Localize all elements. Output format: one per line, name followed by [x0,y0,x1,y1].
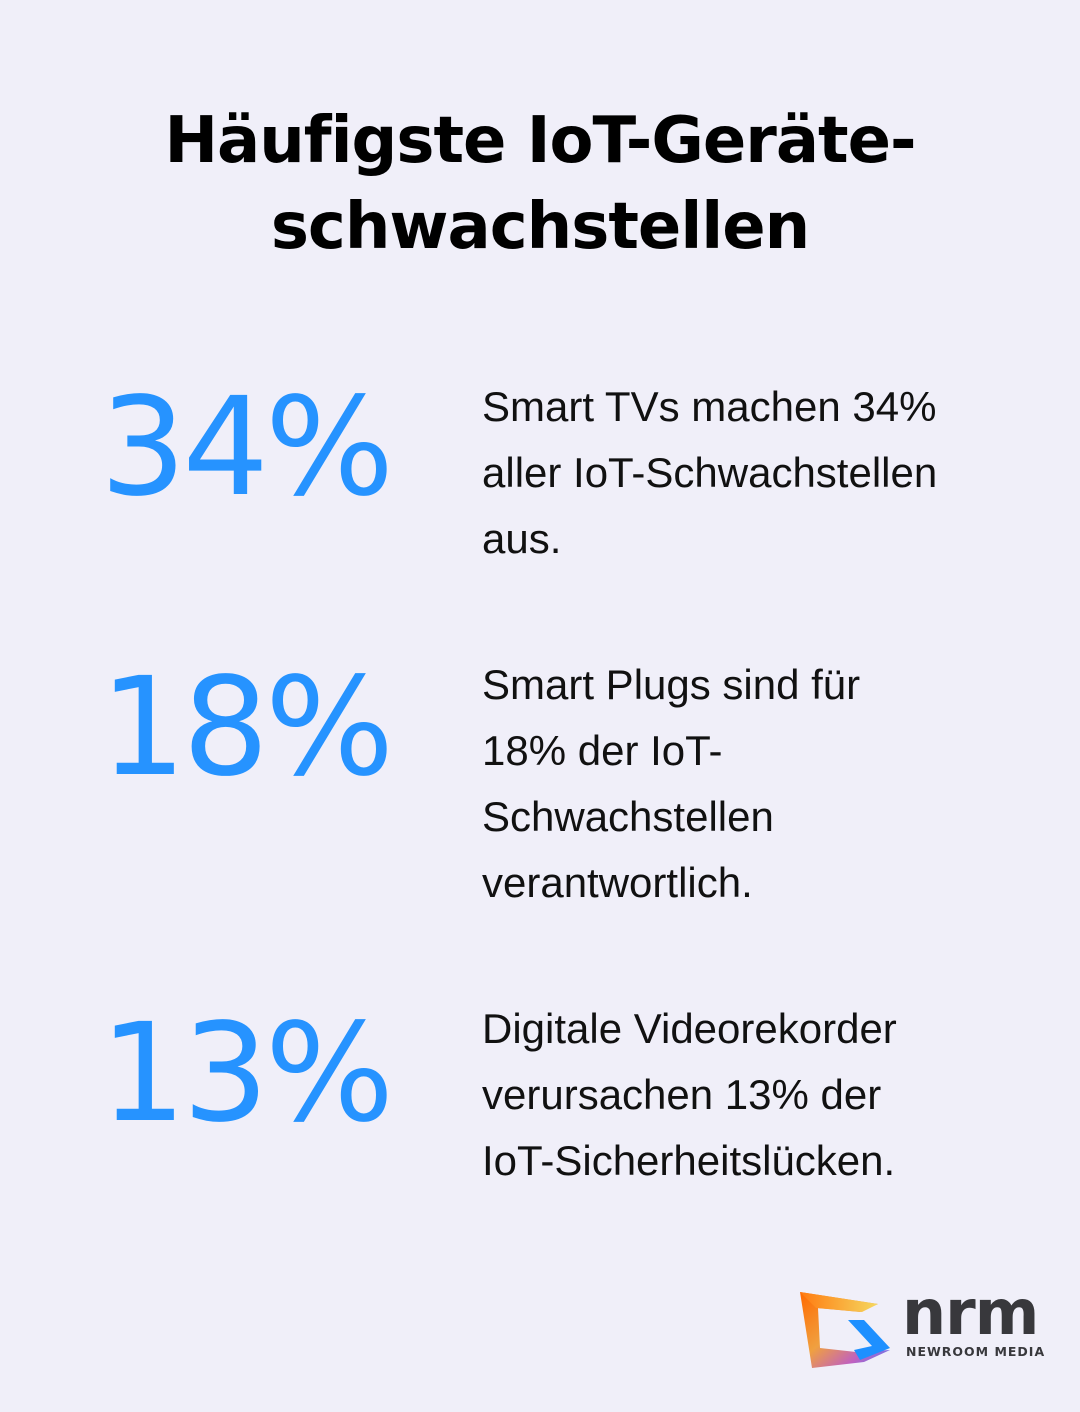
brand-logo: nrm NEWROOM MEDIA [798,1276,1048,1370]
stat-description: Smart TVs machen 34% aller IoT-Schwachst… [482,383,938,562]
stat-value: 34% [99,369,394,527]
logo-wordmark: nrm [902,1276,1039,1349]
logo-subtitle: NEWROOM MEDIA [906,1344,1046,1359]
title-line-1: Häufigste IoT-Geräte- [164,104,916,178]
stat-value: 13% [99,995,394,1153]
stat-description: Digitale Videorekorder verursachen 13% d… [482,1005,897,1184]
stat-value: 18% [99,649,394,807]
page-title: Häufigste IoT-Geräte- schwachstellen [0,98,1080,270]
stat-description: Smart Plugs sind für 18% der IoT- Schwac… [482,661,861,906]
title-line-2: schwachstellen [270,190,810,264]
nrm-logo-icon [800,1292,890,1368]
